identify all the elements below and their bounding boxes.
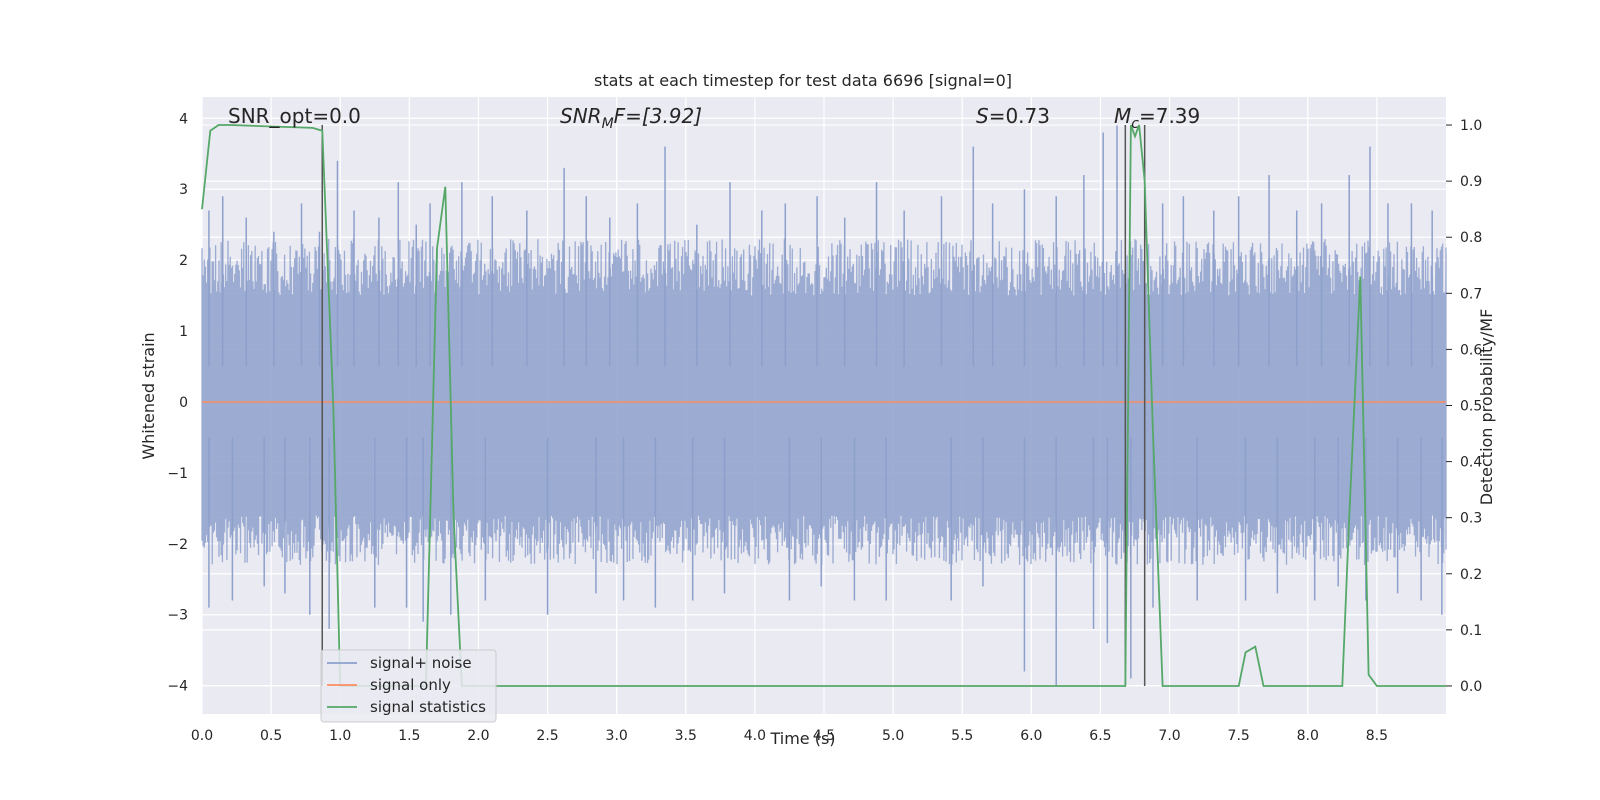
- y-right-tick-label: 0.4: [1460, 455, 1482, 471]
- annotation-snr-opt: SNR_opt=0.0: [228, 104, 361, 128]
- x-tick-labels: 0.0 0.5 1.0 1.5 2.0 2.5 3.0 3.5 4.0 4.5 5.0 5.5 6.0 6…: [191, 728, 1388, 744]
- x-tick-label: 4.0: [744, 728, 766, 744]
- y-right-tick-label: 0.8: [1460, 230, 1482, 246]
- y-right-tick-label: 1.0: [1460, 118, 1482, 134]
- y-right-tick-label: 0.5: [1460, 399, 1482, 415]
- y-right-tick-label: 0.0: [1460, 679, 1482, 695]
- y-left-tick-label: −1: [167, 466, 188, 482]
- x-tick-label: 5.5: [951, 728, 973, 744]
- vertical-markers: [321, 125, 1146, 686]
- x-tick-label: 1.0: [329, 728, 351, 744]
- x-tick-label: 3.0: [606, 728, 628, 744]
- y-right-tick-label: 0.1: [1460, 623, 1482, 639]
- y-left-tick-label: −3: [167, 608, 188, 624]
- legend-label-signal-noise: signal+ noise: [370, 654, 472, 672]
- x-tick-label: 8.5: [1366, 728, 1388, 744]
- x-tick-label: 7.0: [1158, 728, 1180, 744]
- x-tick-label: 0.5: [260, 728, 282, 744]
- signal-noise-series: [201, 125, 1447, 686]
- annotation-snr-mf: SNRMF=[3.92]: [560, 104, 702, 132]
- signal-statistics-series: [201, 124, 1446, 687]
- y-left-tick-labels: −4 −3 −2 −1 0 1 2 3 4: [167, 111, 188, 694]
- x-tick-label: 2.0: [467, 728, 489, 744]
- y-left-tick-label: 0: [179, 395, 188, 411]
- x-tick-label: 1.5: [398, 728, 420, 744]
- x-tick-label: 8.0: [1297, 728, 1319, 744]
- x-axis-label: Time (s): [769, 729, 835, 748]
- x-tick-label: 7.5: [1228, 728, 1250, 744]
- x-tick-label: 0.0: [191, 728, 213, 744]
- y-left-tick-label: 1: [179, 324, 188, 340]
- y-right-tick-label: 0.2: [1460, 567, 1482, 583]
- legend-label-signal-statistics: signal statistics: [370, 698, 486, 716]
- x-tick-label: 5.0: [882, 728, 904, 744]
- y-left-tick-label: 3: [179, 182, 188, 198]
- legend-box: [320, 649, 497, 723]
- y-left-tick-label: −4: [167, 679, 188, 695]
- y-left-tick-label: 2: [179, 253, 188, 269]
- legend: signal+ noise signal only signal statist…: [320, 649, 497, 723]
- legend-label-signal-only: signal only: [370, 676, 451, 694]
- x-tick-label: 4.5: [813, 728, 835, 744]
- x-tick-label: 3.5: [675, 728, 697, 744]
- y-right-tick-label: 0.9: [1460, 174, 1482, 190]
- y-right-axis-label: Detection probability/MF: [1477, 309, 1496, 506]
- x-tick-label: 2.5: [536, 728, 558, 744]
- y-right-tick-label: 0.6: [1460, 342, 1482, 358]
- y-left-axis-label: Whitened strain: [139, 332, 158, 459]
- y-right-tick-label: 0.7: [1460, 286, 1482, 302]
- y-left-tick-label: 4: [179, 111, 188, 127]
- y-left-tick-label: −2: [167, 537, 188, 553]
- y-right-tick-labels: 0.0 0.1 0.2 0.3 0.4 0.5 0.6 0.7 0.8 0.9 1.0: [1446, 118, 1482, 695]
- y-right-tick-label: 0.3: [1460, 511, 1482, 527]
- annotation-mc: Mc=7.39: [1114, 104, 1200, 132]
- x-tick-label: 6.5: [1089, 728, 1111, 744]
- chart-title: stats at each timestep for test data 669…: [594, 71, 1012, 90]
- signal-statistics-line: [201, 124, 1446, 687]
- x-tick-label: 6.0: [1020, 728, 1042, 744]
- annotation-s: S=0.73: [976, 104, 1050, 128]
